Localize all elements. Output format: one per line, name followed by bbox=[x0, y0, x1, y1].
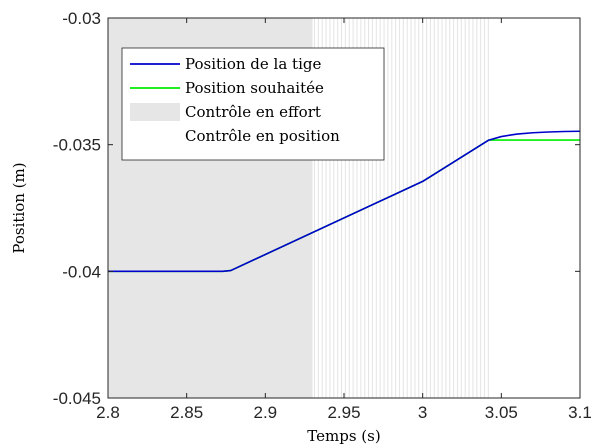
y-tick-label: -0.04 bbox=[62, 262, 101, 281]
legend-label-controle-effort: Contrôle en effort bbox=[185, 103, 321, 121]
x-tick-label: 2.95 bbox=[327, 403, 360, 422]
y-tick-label: -0.045 bbox=[53, 389, 101, 408]
y-axis: -0.045 -0.04 -0.035 -0.03 bbox=[53, 9, 580, 408]
x-tick-label: 2.8 bbox=[96, 403, 120, 422]
x-tick-label: 2.9 bbox=[254, 403, 278, 422]
series-position-tige bbox=[108, 130, 581, 273]
x-tick-label: 3.1 bbox=[568, 403, 592, 422]
legend-swatch-controle-effort bbox=[130, 103, 180, 121]
x-tick-label: 2.85 bbox=[170, 403, 203, 422]
legend-label-controle-position: Contrôle en position bbox=[185, 127, 340, 145]
x-tick-label: 3 bbox=[418, 403, 427, 422]
x-axis-label: Temps (s) bbox=[307, 427, 380, 445]
x-axis: 2.8 2.85 2.9 2.95 3 3.05 3.1 bbox=[96, 18, 592, 422]
y-tick-label: -0.035 bbox=[53, 136, 101, 155]
y-tick-label: -0.03 bbox=[62, 9, 101, 28]
legend-swatch-controle-position bbox=[130, 127, 180, 145]
legend-label-position-tige: Position de la tige bbox=[185, 55, 321, 73]
series-layer bbox=[108, 130, 581, 273]
y-axis-label: Position (m) bbox=[10, 162, 28, 253]
legend: Position de la tige Position souhaitée C… bbox=[121, 47, 385, 161]
x-tick-label: 3.05 bbox=[485, 403, 518, 422]
legend-label-position-souhaitee: Position souhaitée bbox=[185, 79, 324, 97]
